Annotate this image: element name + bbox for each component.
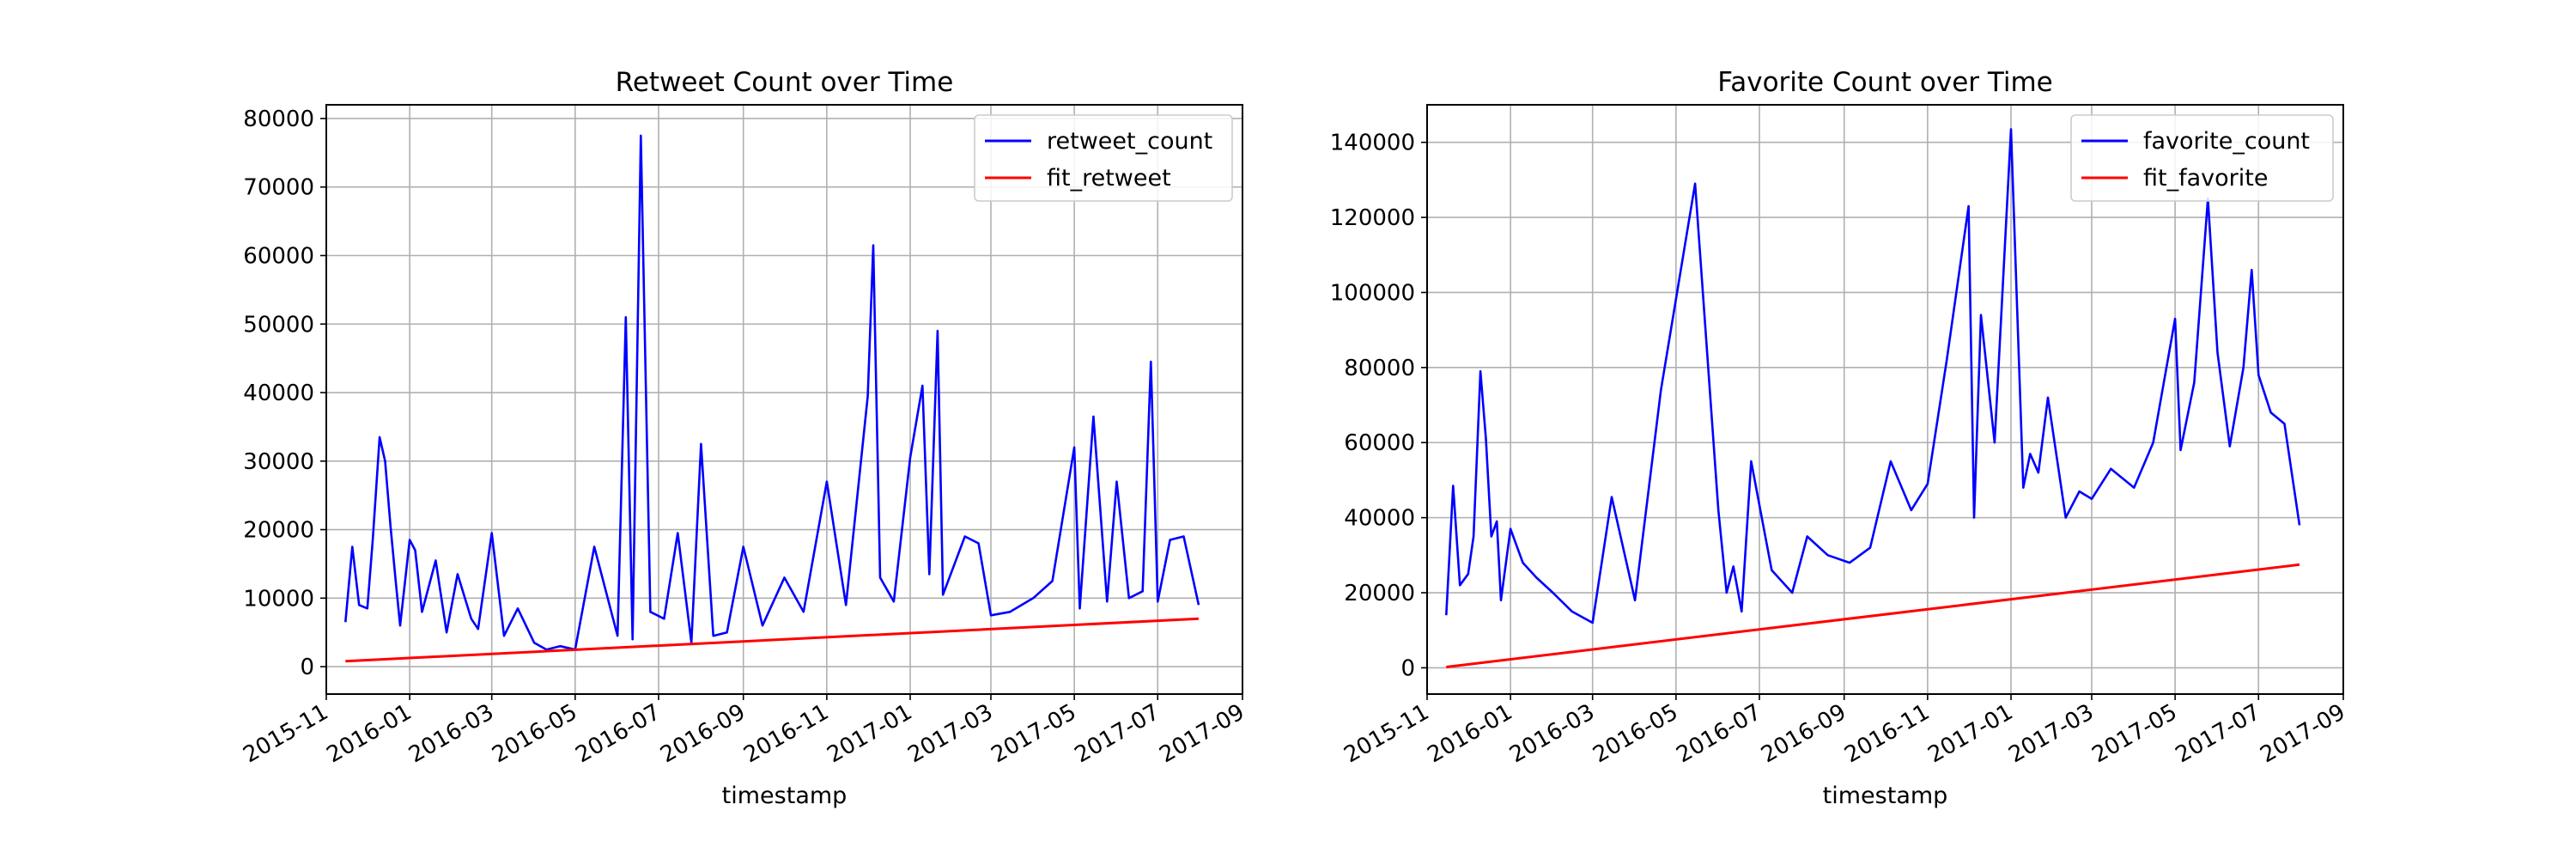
x-axis-ticks: 2015-112016-012016-032016-052016-072016-… [239, 694, 1249, 768]
legend-label: retweet_count [1047, 128, 1212, 155]
plot-lines [344, 134, 1200, 663]
x-tick-label: 2017-03 [903, 699, 997, 768]
y-tick-label: 100000 [1330, 280, 1415, 306]
x-tick-label: 2016-07 [1672, 699, 1765, 768]
plot-lines [1445, 128, 2301, 668]
y-tick-label: 60000 [1344, 430, 1415, 456]
chart-title: Favorite Count over Time [1717, 67, 2053, 98]
y-tick-label: 0 [1400, 655, 1415, 681]
x-tick-label: 2015-11 [239, 699, 332, 768]
legend-box [974, 114, 1233, 202]
x-tick-label: 2017-07 [1071, 699, 1164, 768]
grid [325, 105, 1243, 694]
y-tick-label: 40000 [243, 381, 314, 406]
x-tick-label: 2016-11 [739, 699, 833, 768]
x-axis-label: timestamp [722, 783, 848, 809]
legend: retweet_count fit_retweet [974, 114, 1233, 202]
x-tick-label: 2017-09 [2256, 699, 2349, 768]
x-tick-label: 2017-05 [2088, 699, 2182, 768]
legend-label: fit_favorite [2143, 165, 2268, 192]
x-tick-label: 2017-07 [2172, 699, 2265, 768]
grid [1426, 105, 2344, 694]
x-tick-label: 2015-11 [1340, 699, 1433, 768]
y-tick-label: 60000 [243, 243, 314, 269]
series-line-fit_favorite [1446, 563, 2300, 668]
y-tick-label: 50000 [243, 312, 314, 338]
y-tick-label: 10000 [243, 586, 314, 612]
axes-frame [1426, 104, 2344, 695]
x-tick-label: 2017-03 [2004, 699, 2098, 768]
x-tick-label: 2017-01 [1923, 699, 2017, 768]
x-tick-label: 2017-01 [823, 699, 916, 768]
series-line-retweet_count [344, 134, 1200, 651]
y-tick-label: 120000 [1330, 205, 1415, 231]
x-tick-label: 2016-09 [656, 699, 750, 768]
x-tick-label: 2016-03 [1505, 699, 1599, 768]
chart-retweet-count: Retweet Count over Time 0 10000 20000 30000… [239, 67, 1249, 809]
x-tick-label: 2016-07 [571, 699, 665, 768]
x-axis-label: timestamp [1823, 783, 1948, 809]
y-tick-label: 80000 [243, 107, 314, 132]
y-tick-label: 20000 [243, 518, 314, 544]
x-tick-label: 2017-09 [1155, 699, 1249, 768]
y-tick-label: 30000 [243, 449, 314, 475]
legend-box [2070, 114, 2334, 202]
series-line-fit_retweet [345, 617, 1200, 663]
y-axis-ticks: 0 10000 20000 30000 40000 50000 60000 70000 8000… [243, 107, 326, 680]
x-tick-label: 2016-03 [404, 699, 498, 768]
x-axis-ticks: 2015-112016-012016-032016-052016-072016-… [1340, 694, 2350, 768]
y-tick-label: 80000 [1344, 356, 1415, 381]
y-axis-ticks: 0 20000 40000 60000 80000 100000 120000 140000 [1330, 131, 1427, 681]
x-tick-label: 2017-05 [987, 699, 1081, 768]
series-line-favorite_count [1445, 128, 2301, 624]
x-tick-label: 2016-11 [1840, 699, 1934, 768]
axes-frame [325, 104, 1243, 695]
y-tick-label: 20000 [1344, 581, 1415, 606]
x-tick-label: 2016-01 [1424, 699, 1517, 768]
y-tick-label: 140000 [1330, 131, 1415, 156]
x-tick-label: 2016-05 [488, 699, 581, 768]
x-tick-label: 2016-05 [1589, 699, 1682, 768]
chart-title: Retweet Count over Time [616, 67, 954, 98]
legend-label: favorite_count [2143, 128, 2310, 155]
y-tick-label: 70000 [243, 175, 314, 201]
legend: favorite_count fit_favorite [2070, 114, 2334, 202]
y-tick-label: 40000 [1344, 506, 1415, 532]
y-tick-label: 0 [300, 655, 314, 680]
x-tick-label: 2016-01 [323, 699, 416, 768]
legend-label: fit_retweet [1047, 165, 1171, 192]
x-tick-label: 2016-09 [1757, 699, 1850, 768]
chart-favorite-count: Favorite Count over Time 0 20000 40000 6000… [1330, 67, 2350, 809]
